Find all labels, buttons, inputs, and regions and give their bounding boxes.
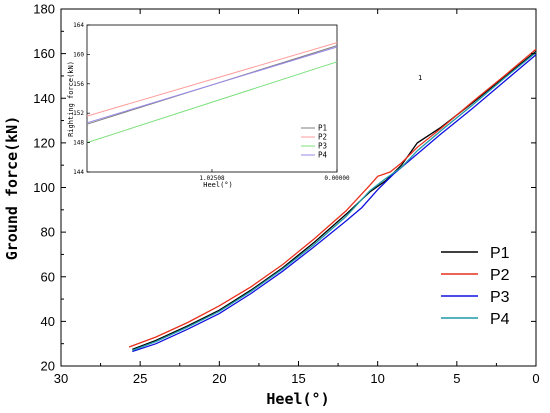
- x-tick-label: 5: [453, 371, 460, 386]
- inset-legend-label-p1: P1: [318, 124, 327, 133]
- inset-x-tick-label: 1.02508: [199, 175, 225, 182]
- inset-legend-label-p2: P2: [318, 133, 327, 142]
- legend-label-p1: P1: [490, 245, 510, 262]
- y-axis-title: Ground force(kN): [3, 116, 21, 261]
- series-line-p2: [128, 48, 537, 348]
- x-tick-label: 30: [54, 371, 68, 386]
- inset-legend-label-p3: P3: [318, 142, 327, 151]
- y-tick-label: 160: [33, 46, 55, 61]
- y-tick-label: 20: [41, 359, 55, 374]
- series-line-p3: [132, 54, 537, 353]
- x-tick-label: 15: [291, 371, 305, 386]
- legend-label-p3: P3: [490, 289, 510, 306]
- inset-y-tick-label: 156: [73, 81, 84, 88]
- x-tick-label: 0: [532, 371, 539, 386]
- y-tick-label: 80: [41, 225, 55, 240]
- inset-plot: 144 148 152 156 160 164 1.02508 0.00000 Heel(°)…: [67, 22, 350, 189]
- y-tick-label: 140: [33, 91, 55, 106]
- inset-y-tick-label: 164: [73, 22, 84, 29]
- y-tick-label: 180: [33, 2, 55, 17]
- inset-series-line-p4: [86, 46, 338, 124]
- x-axis-title: Heel(°): [266, 390, 329, 408]
- legend-label-p4: P4: [490, 311, 510, 328]
- inset-series-line-p2: [86, 42, 338, 117]
- inset-y-tick-label: 160: [73, 51, 84, 58]
- inset-y-tick-label: 152: [73, 110, 84, 117]
- annotation-label: 1: [418, 74, 422, 82]
- inset-legend-label-p4: P4: [318, 151, 328, 160]
- inset-y-tick-label: 148: [73, 140, 84, 147]
- inset-series-line-p3: [86, 61, 338, 144]
- main-legend: P1 P2 P3 P4: [441, 245, 510, 328]
- inset-x-tick-label: 0.00000: [324, 175, 350, 182]
- inset-y-axis-title: Righting force(kN): [67, 61, 75, 137]
- main-series-group: [128, 48, 537, 353]
- inset-y-tick-label: 144: [73, 169, 84, 176]
- inset-x-axis-title: Heel(°): [203, 181, 233, 189]
- y-tick-label: 120: [33, 135, 55, 150]
- y-tick-label: 60: [41, 269, 55, 284]
- legend-label-p2: P2: [490, 267, 510, 284]
- inset-series-group: [86, 42, 338, 144]
- y-tick-label: 100: [33, 180, 55, 195]
- inset-plot-frame: [86, 24, 338, 173]
- x-tick-label: 25: [133, 371, 147, 386]
- y-tick-label: 40: [41, 314, 55, 329]
- series-line-p4: [132, 51, 537, 352]
- main-plot: 30 25 20 15 10 5 0 20 40 60 80 100 120 140 160 180 Heel…: [3, 2, 540, 409]
- x-tick-label: 10: [370, 371, 384, 386]
- x-tick-label: 20: [212, 371, 226, 386]
- main-axes: 30 25 20 15 10 5 0 20 40 60 80 100 120 140 160 180: [33, 2, 539, 387]
- inset-axes: 144 148 152 156 160 164 1.02508 0.00000: [73, 22, 350, 182]
